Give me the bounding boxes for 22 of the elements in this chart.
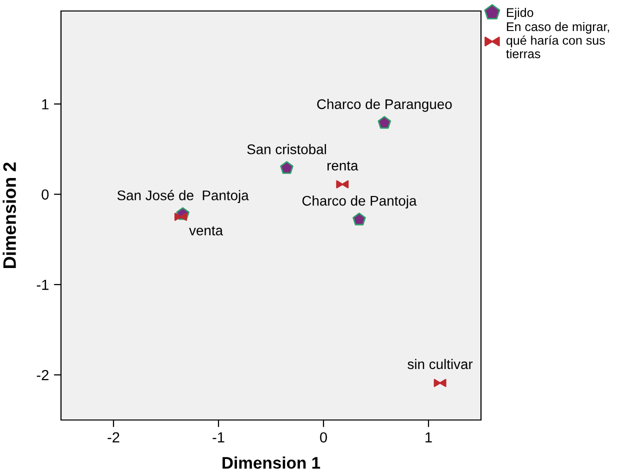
legend-label: En caso de migrar, qué haría con sus tierras — [506, 22, 610, 58]
annotation: San José de Pantoja — [117, 190, 249, 204]
point — [352, 212, 366, 226]
point — [378, 116, 392, 129]
point — [280, 161, 294, 174]
legend-label: Ejido — [506, 8, 534, 20]
x-axis-title: Dimension 1 — [222, 456, 320, 469]
x-tick-label: -1 — [212, 432, 224, 442]
y-axis-title: Dimension 2 — [2, 162, 16, 268]
annotation: venta — [189, 226, 224, 236]
y-tick-label: 1 — [42, 99, 48, 110]
annotation: Charco de Pantoja — [302, 196, 417, 208]
annotation: Charco de Parangueo — [317, 98, 452, 112]
x-tick-label: 0 — [320, 432, 327, 443]
annotation: renta — [327, 161, 358, 170]
x-tick-label: 1 — [426, 432, 432, 442]
y-tick-label: -1 — [36, 280, 48, 290]
annotation: sin cultivar — [408, 358, 473, 370]
y-tick-label: 0 — [42, 189, 49, 200]
annotation: San cristobal — [247, 144, 326, 154]
x-tick-label: -2 — [108, 432, 120, 442]
y-tick-label: -2 — [36, 370, 48, 380]
